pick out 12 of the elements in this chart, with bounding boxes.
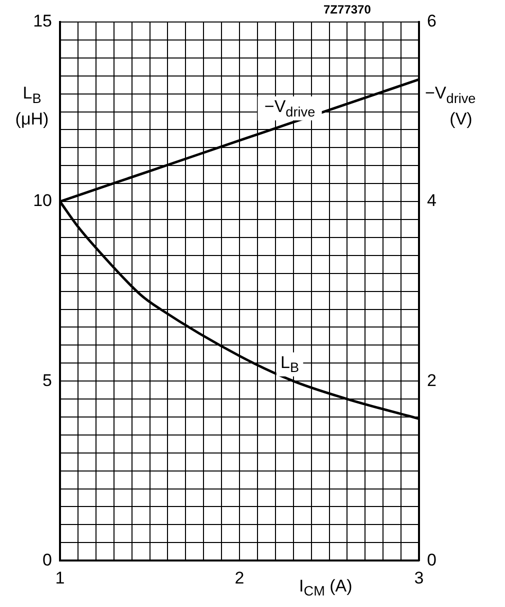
y-tick-label: 15 <box>33 12 52 31</box>
x-tick-label: 1 <box>55 568 65 588</box>
y-tick-label: 5 <box>42 370 52 390</box>
x-tick-label: 3 <box>414 568 424 588</box>
text: 7Z77370 <box>324 2 372 16</box>
y2-tick-label: 0 <box>427 550 436 570</box>
y2-tick-label: 4 <box>427 191 436 210</box>
x-tick-label: 2 <box>234 568 244 588</box>
y2-tick-label: 2 <box>427 370 436 390</box>
y-tick-label: 10 <box>33 191 52 210</box>
y2-tick-label: 6 <box>427 12 436 31</box>
y-tick-label: 0 <box>42 550 52 570</box>
